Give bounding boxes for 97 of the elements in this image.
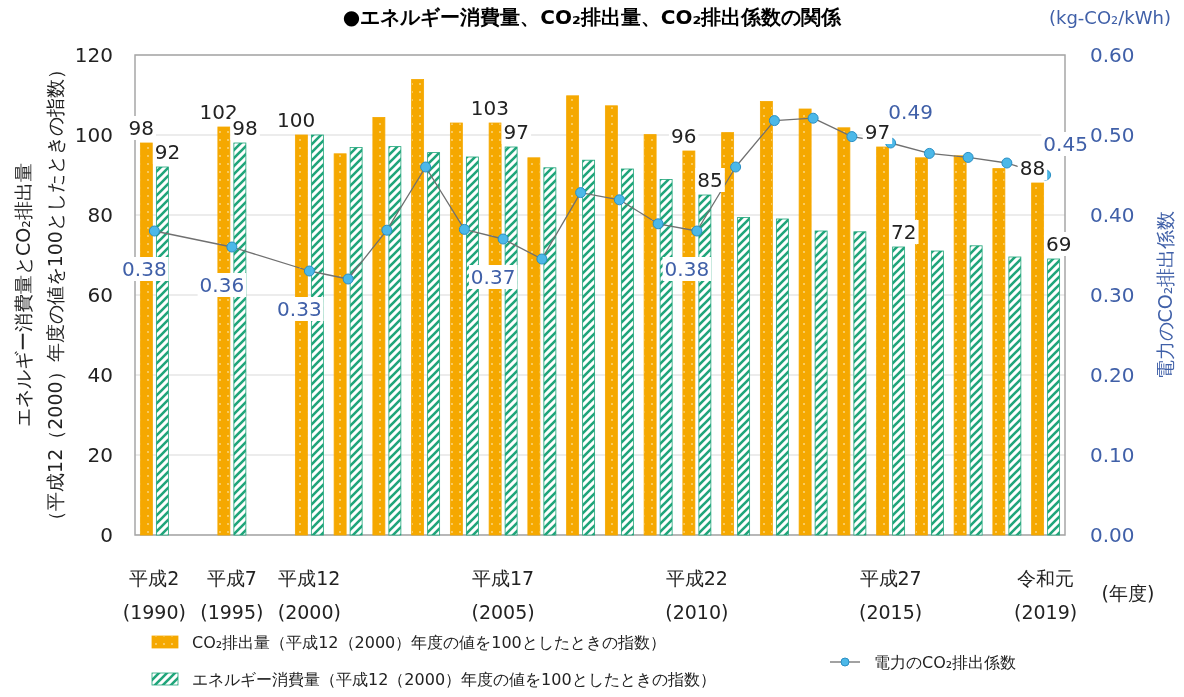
data-label: 92 <box>154 140 181 164</box>
y-tick-label: 20 <box>87 443 113 467</box>
text: (kg-CO₂/kWh) <box>1048 7 1172 28</box>
point <box>962 151 974 163</box>
y-tick-label: 40 <box>87 363 113 387</box>
y2-tick-label: 0.00 <box>1090 523 1135 547</box>
point <box>730 161 742 173</box>
data-label: 0.33 <box>277 297 322 321</box>
data-label: 69 <box>1046 232 1072 256</box>
point <box>303 265 315 277</box>
bar <box>930 250 944 536</box>
bar <box>643 134 657 536</box>
bar <box>388 146 402 536</box>
point <box>846 131 858 143</box>
data-label: 97 <box>503 120 530 144</box>
data-label: 85 <box>697 168 723 192</box>
y2-tick-label: 0.60 <box>1090 43 1135 67</box>
y2-tick-label: 0.20 <box>1090 363 1135 387</box>
y2-tick-label: 0.30 <box>1090 283 1135 307</box>
x-tick-label: 平成17 (2005) <box>471 567 535 623</box>
bar <box>566 95 580 536</box>
legend-label: 電力のCO₂排出係数 <box>874 653 1017 672</box>
y-tick-label: 60 <box>87 283 113 307</box>
data-label: 72 <box>891 220 917 244</box>
y-tick-label: 100 <box>74 123 113 147</box>
bar <box>992 168 1006 536</box>
data-label: 98 <box>128 116 154 140</box>
point <box>381 224 393 236</box>
legend-label: エネルギー消費量（平成12（2000）年度の値を100としたときの指数） <box>192 670 716 689</box>
bar <box>759 101 773 536</box>
data-label: 0.49 <box>888 100 933 124</box>
bar <box>798 108 812 536</box>
bar <box>721 132 735 536</box>
y2-tick-label: 0.40 <box>1090 203 1135 227</box>
point <box>226 241 238 253</box>
bar <box>837 127 851 536</box>
x-tick-label: 平成12 (2000) <box>277 567 341 623</box>
y-axis-title: エネルギー消費量とCO₂排出量（平成12（2000）年度の値を100としたときの指数） <box>12 60 66 530</box>
legend-label: CO₂排出量（平成12（2000）年度の値を100としたときの指数） <box>192 633 666 652</box>
x-tick-label: 平成7 (1995) <box>200 567 264 623</box>
point <box>497 233 509 245</box>
y-tick-label: 120 <box>74 43 113 67</box>
data-label: 100 <box>277 108 316 132</box>
bar <box>411 79 425 536</box>
bar <box>969 245 983 536</box>
point <box>691 225 703 237</box>
x-tick-label: 平成22 (2010) <box>665 567 729 623</box>
data-label: 0.38 <box>122 257 167 281</box>
bar <box>449 122 463 536</box>
y-tick-label: 0 <box>100 523 113 547</box>
x-axis-title: (年度) <box>1101 582 1155 604</box>
point <box>148 225 160 237</box>
data-label: 97 <box>864 120 891 144</box>
bar <box>372 117 386 536</box>
bar <box>604 105 618 536</box>
bar <box>914 157 928 536</box>
bar <box>737 217 751 536</box>
y2-axis-title: 電力のCO₂排出係数 <box>1154 210 1176 380</box>
data-label: 88 <box>1019 156 1046 180</box>
bar <box>1008 256 1022 536</box>
x-tick-label: 平成2 (1990) <box>122 567 186 623</box>
bar <box>892 246 906 536</box>
data-label: 96 <box>670 124 697 148</box>
bar <box>620 168 634 536</box>
data-label: 98 <box>232 116 258 140</box>
bar <box>349 147 363 536</box>
y2-tick-label: 0.10 <box>1090 443 1135 467</box>
x-tick-label: 平成27 (2015) <box>859 567 923 623</box>
x-tick-label: 令和元 (2019) <box>1014 567 1078 623</box>
point <box>536 253 548 265</box>
y-tick-label: 80 <box>87 203 113 227</box>
point <box>923 147 935 159</box>
point <box>342 273 354 285</box>
bar <box>775 218 789 536</box>
data-label: 0.45 <box>1043 132 1088 156</box>
point <box>1001 157 1013 169</box>
bar <box>543 167 557 536</box>
point <box>458 223 470 235</box>
bar <box>527 157 541 536</box>
bar <box>427 152 441 536</box>
y2-tick-label: 0.50 <box>1090 123 1135 147</box>
point <box>420 161 432 173</box>
data-label: 103 <box>470 96 510 120</box>
data-label: 0.36 <box>199 273 245 297</box>
bar <box>814 230 828 536</box>
point <box>575 187 587 199</box>
point <box>613 194 625 206</box>
bar <box>582 159 596 536</box>
bar <box>333 153 347 536</box>
chart-title: ●エネルギー消費量、CO₂排出量、CO₂排出係数の関係 <box>342 5 843 29</box>
data-label: 0.37 <box>470 265 516 289</box>
data-label: 0.38 <box>664 257 710 281</box>
point <box>807 112 819 124</box>
point <box>768 115 780 127</box>
bar <box>853 231 867 536</box>
point <box>652 218 664 230</box>
bar <box>953 155 967 536</box>
